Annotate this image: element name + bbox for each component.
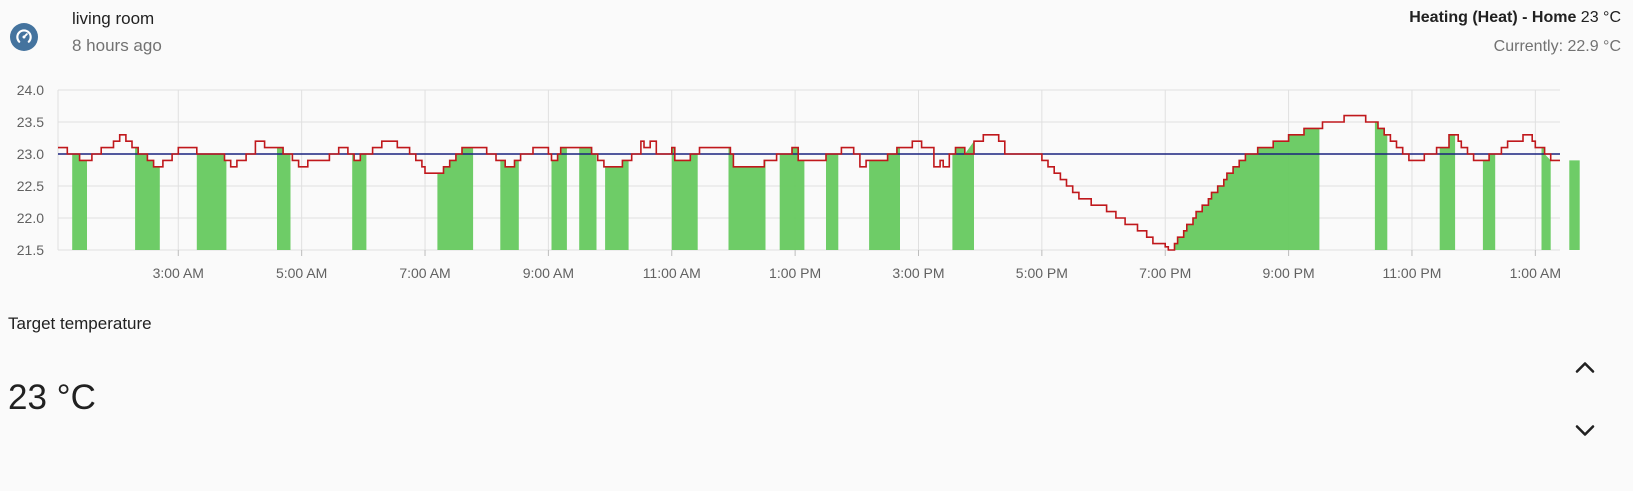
heating-period-area bbox=[135, 147, 160, 250]
heating-period-area bbox=[869, 147, 900, 250]
x-tick-label: 7:00 AM bbox=[399, 265, 450, 281]
x-tick-label: 11:00 AM bbox=[643, 265, 701, 281]
heating-period-area bbox=[1174, 128, 1320, 250]
y-tick-label: 22.5 bbox=[17, 178, 44, 194]
x-tick-label: 9:00 PM bbox=[1263, 265, 1315, 281]
heating-period-area bbox=[196, 154, 227, 250]
x-tick-label: 11:00 PM bbox=[1383, 265, 1442, 281]
heating-period-area bbox=[728, 147, 766, 250]
hvac-mode: Heating (Heat) - Home bbox=[1409, 9, 1577, 26]
last-changed: 8 hours ago bbox=[72, 36, 162, 55]
heating-period-area bbox=[1541, 147, 1551, 250]
entity-name[interactable]: living room bbox=[72, 9, 155, 28]
y-tick-label: 21.5 bbox=[17, 242, 44, 258]
temperature-history-chart[interactable]: 24.0 23.5 23.0 22.5 22.0 21.5 3:00 AM 5:00 AM 7:… bbox=[0, 72, 1633, 290]
x-tick-label: 5:00 AM bbox=[276, 265, 327, 281]
heating-period-area bbox=[277, 147, 291, 250]
chevron-down-icon bbox=[1575, 425, 1595, 436]
y-tick-label: 24.0 bbox=[17, 82, 44, 98]
x-tick-label: 3:00 AM bbox=[153, 265, 204, 281]
heating-period-area bbox=[1374, 122, 1388, 250]
x-tick-label: 5:00 PM bbox=[1016, 265, 1068, 281]
y-tick-label: 23.5 bbox=[17, 114, 44, 130]
x-tick-label: 1:00 PM bbox=[769, 265, 821, 281]
x-tick-label: 9:00 AM bbox=[523, 265, 574, 281]
heating-period-area bbox=[500, 160, 519, 250]
heating-period-area bbox=[579, 147, 597, 250]
y-tick-label: 23.0 bbox=[17, 146, 44, 162]
x-tick-label: 7:00 PM bbox=[1139, 265, 1191, 281]
heating-period-area bbox=[605, 160, 629, 250]
current-temperature: Currently: 22.9 °C bbox=[1493, 38, 1621, 55]
heating-period-area bbox=[952, 141, 974, 250]
heating-period-area bbox=[437, 147, 474, 250]
heating-period-area bbox=[1569, 160, 1580, 250]
current-temperature-line bbox=[58, 114, 1560, 251]
target-temperature-value: 23 °C bbox=[8, 378, 96, 417]
heating-period-area bbox=[826, 154, 839, 250]
heating-period-area bbox=[551, 147, 567, 250]
increase-temperature-button[interactable] bbox=[1565, 348, 1605, 388]
chevron-up-icon bbox=[1575, 362, 1595, 373]
heating-period-area bbox=[352, 154, 367, 250]
decrease-temperature-button[interactable] bbox=[1565, 410, 1605, 450]
thermostat-icon[interactable] bbox=[10, 23, 38, 51]
y-tick-label: 22.0 bbox=[17, 210, 44, 226]
x-tick-label: 1:00 AM bbox=[1510, 265, 1561, 281]
target-temperature-short: 23 °C bbox=[1580, 9, 1621, 26]
heating-period-area bbox=[1439, 134, 1456, 250]
heating-period-area bbox=[779, 147, 805, 250]
heating-period-area bbox=[72, 154, 87, 250]
heating-period-area bbox=[1482, 154, 1496, 250]
heating-period-area bbox=[671, 147, 698, 250]
x-tick-label: 3:00 PM bbox=[892, 265, 944, 281]
target-temperature-label: Target temperature bbox=[8, 314, 152, 333]
hvac-state: Heating (Heat) - Home 23 °C bbox=[1409, 9, 1621, 27]
